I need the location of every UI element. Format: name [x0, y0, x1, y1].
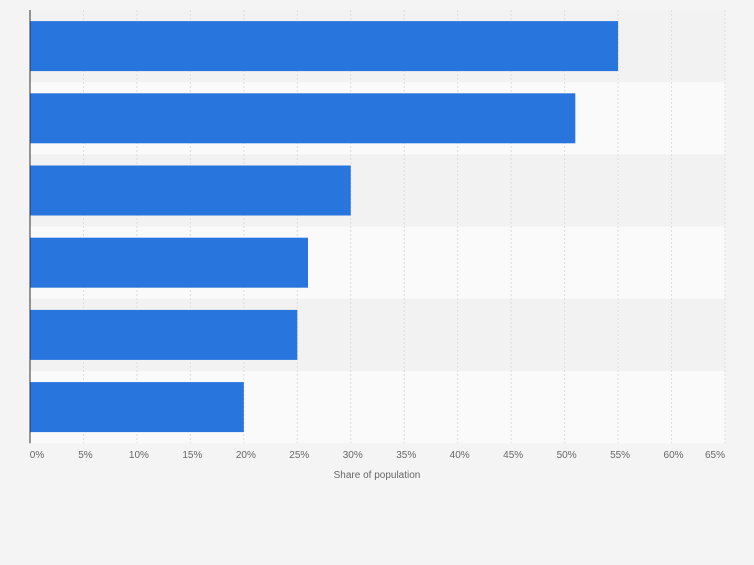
x-tick-label: 30% — [343, 450, 363, 461]
x-tick-label: 0% — [30, 450, 45, 461]
bar[interactable] — [30, 93, 576, 144]
x-tick-label: 50% — [557, 450, 577, 461]
x-tick-label: 35% — [396, 450, 416, 461]
x-tick-label: 40% — [450, 450, 470, 461]
row-bands — [30, 10, 725, 444]
bar[interactable] — [30, 21, 619, 72]
bar[interactable] — [30, 237, 308, 288]
x-tick-label: 20% — [236, 450, 256, 461]
x-tick-labels: 0% 5% 10% 15% 20% 25% 30% 35% 40% 45% 50% 55% 60% 65% — [30, 450, 725, 461]
bar[interactable] — [30, 165, 351, 216]
x-tick-label: 60% — [664, 450, 684, 461]
x-tick-label: 15% — [182, 450, 202, 461]
x-tick-label: 25% — [289, 450, 309, 461]
x-tick-label: 45% — [503, 450, 523, 461]
x-tick-label: 55% — [610, 450, 630, 461]
bar[interactable] — [30, 309, 298, 360]
gridlines — [82, 10, 726, 444]
x-axis-title: Share of population — [334, 470, 421, 481]
x-tick-label: 5% — [78, 450, 93, 461]
x-tick-label: 65% — [705, 450, 725, 461]
x-tick-label: 10% — [129, 450, 149, 461]
bars — [30, 21, 619, 433]
bar[interactable] — [30, 382, 244, 433]
